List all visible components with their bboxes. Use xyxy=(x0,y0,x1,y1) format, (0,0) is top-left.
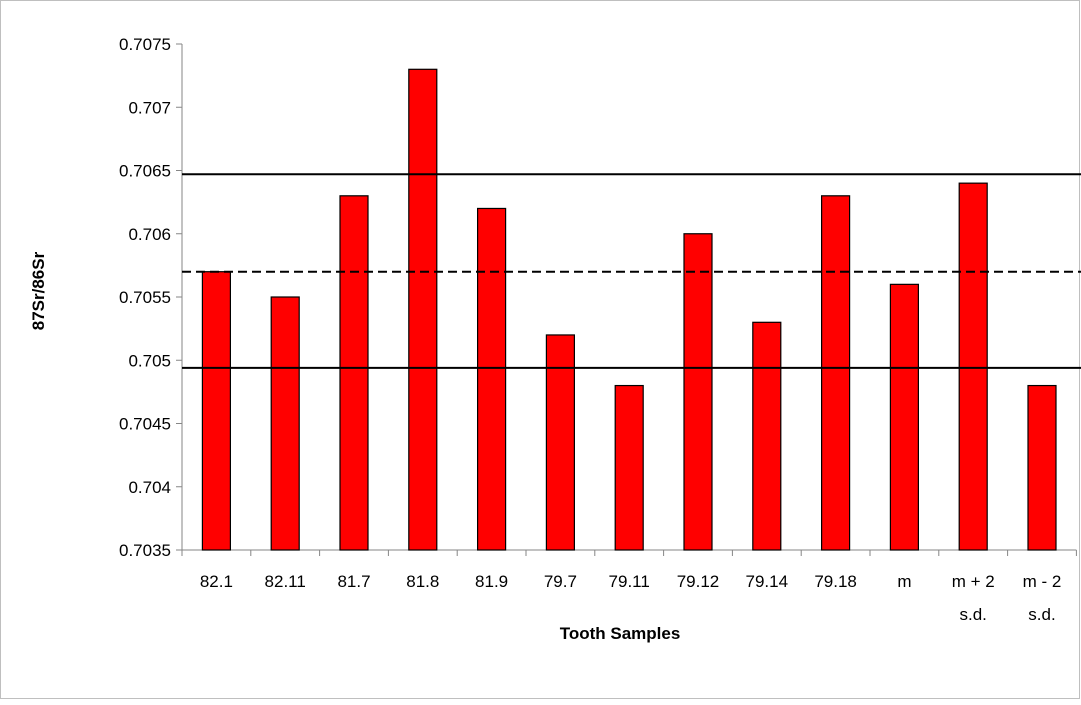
bars xyxy=(201,68,1057,551)
x-tick-label: 81.8 xyxy=(406,572,439,591)
x-tick-label: 79.7 xyxy=(544,572,577,591)
bar xyxy=(614,384,644,551)
y-tick-label: 0.7035 xyxy=(119,541,171,560)
bar xyxy=(201,271,231,551)
x-tick-label: 79.11 xyxy=(609,572,650,591)
bar xyxy=(752,321,782,551)
x-tick-label: 81.9 xyxy=(475,572,508,591)
y-tick-label: 0.706 xyxy=(128,225,171,244)
y-tick-label: 0.7075 xyxy=(119,35,171,54)
x-tick-label: m - 2 xyxy=(1023,572,1062,591)
y-tick-label: 0.707 xyxy=(128,98,171,117)
x-tick-label: s.d. xyxy=(959,605,986,624)
bar xyxy=(1027,384,1057,551)
bar xyxy=(545,334,576,551)
bar xyxy=(958,182,988,551)
x-tick-label: 81.7 xyxy=(337,572,370,591)
y-tick-label: 0.7045 xyxy=(119,415,171,434)
bar xyxy=(683,233,713,551)
x-tick-label: m + 2 xyxy=(952,572,995,591)
x-tick-label: 82.1 xyxy=(200,572,233,591)
x-tick-label: 79.14 xyxy=(746,572,789,591)
reference-lines xyxy=(182,173,1081,369)
bar xyxy=(339,195,369,551)
bar xyxy=(820,195,851,551)
y-tick-label: 0.705 xyxy=(128,351,171,370)
x-tick-label: 79.12 xyxy=(677,572,720,591)
axes xyxy=(176,43,1077,556)
bar xyxy=(477,207,507,551)
x-tick-label: m xyxy=(897,572,911,591)
bar xyxy=(408,68,438,551)
x-axis-title: Tooth Samples xyxy=(560,624,681,643)
y-tick-label: 0.7065 xyxy=(119,162,171,181)
tick-labels: 0.7035 0.704 0.7045 0.705 0.7055 0.706 0.7065 0… xyxy=(119,35,1061,624)
y-axis-title: 87Sr/86Sr xyxy=(29,251,48,330)
x-tick-label: s.d. xyxy=(1028,605,1055,624)
y-tick-label: 0.704 xyxy=(128,478,171,497)
bar xyxy=(889,283,920,551)
y-tick-label: 0.7055 xyxy=(119,288,171,307)
bar xyxy=(270,296,300,551)
x-tick-label: 82.11 xyxy=(265,572,306,591)
x-tick-label: 79.18 xyxy=(814,572,857,591)
